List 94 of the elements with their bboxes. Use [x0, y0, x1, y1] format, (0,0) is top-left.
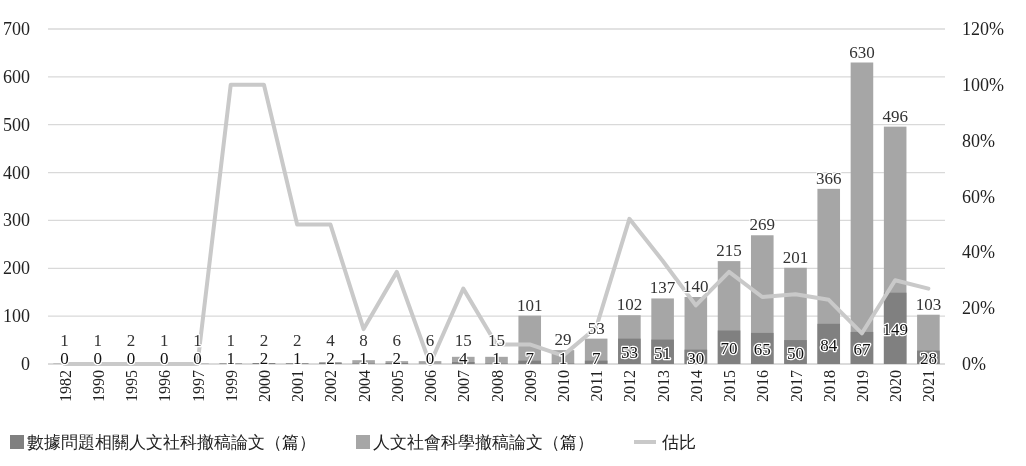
- data-label: 2: [259, 331, 269, 350]
- x-tick-label: 2011: [588, 370, 606, 402]
- x-tick-label: 2005: [388, 370, 406, 402]
- data-label: 1: [292, 349, 302, 368]
- data-label: 0: [160, 349, 169, 368]
- data-label: 103: [915, 294, 942, 314]
- x-tick-label: 2008: [488, 370, 506, 402]
- data-label: 50: [787, 344, 804, 364]
- y2-tick-label: 40%: [962, 242, 995, 263]
- data-label: 2: [259, 349, 269, 368]
- data-label: 1: [226, 349, 235, 368]
- legend-label: 估比: [661, 432, 696, 452]
- data-label: 7: [525, 349, 535, 368]
- data-label: 0: [60, 349, 69, 368]
- data-label: 215: [716, 241, 742, 261]
- data-label: 1: [558, 349, 568, 368]
- data-label: 53: [620, 343, 638, 363]
- x-tick-label: 2017: [787, 370, 805, 402]
- data-label: 2: [126, 331, 136, 350]
- data-label: 140: [683, 277, 709, 296]
- x-tick-label: 2020: [887, 370, 905, 402]
- data-label: 2: [326, 349, 335, 368]
- data-label: 15: [488, 331, 505, 350]
- x-tick-label: 2012: [621, 370, 639, 402]
- data-label: 6: [425, 331, 435, 350]
- data-label: 6: [392, 331, 402, 350]
- x-tick-label: 2019: [853, 370, 871, 402]
- y2-tick-label: 20%: [962, 298, 995, 319]
- x-tick-label: 1997: [189, 370, 207, 402]
- data-label: 2: [392, 349, 402, 368]
- y-tick-label: 500: [3, 114, 30, 135]
- x-tick-label: 2015: [721, 370, 739, 402]
- data-label: 29: [554, 330, 572, 350]
- data-label: 7: [591, 349, 601, 368]
- data-label: 2: [292, 331, 302, 350]
- y2-tick-label: 120%: [962, 19, 1004, 39]
- data-label: 15: [454, 331, 472, 350]
- data-label: 101: [516, 295, 543, 315]
- y2-tick-label: 80%: [962, 130, 995, 151]
- data-label: 0: [425, 349, 435, 368]
- x-tick-label: 2010: [554, 370, 572, 402]
- data-label: 1: [93, 331, 103, 350]
- y-tick-label: 100: [3, 306, 30, 327]
- data-label: 0: [93, 349, 103, 368]
- data-label: 630: [849, 42, 875, 62]
- y2-tick-label: 100%: [962, 74, 1004, 95]
- x-tick-label: 1995: [123, 370, 141, 402]
- data-label: 1: [359, 349, 368, 368]
- data-label: 1: [226, 331, 235, 350]
- data-label: 4: [326, 331, 336, 350]
- legend-label: 人文社會科學撤稿論文（篇）: [373, 432, 594, 452]
- data-label: 0: [126, 349, 136, 368]
- data-label: 28: [919, 349, 937, 368]
- x-tick-label: 1982: [56, 370, 74, 402]
- y2-tick-label: 0%: [962, 354, 986, 374]
- y-tick-label: 700: [3, 19, 30, 39]
- x-tick-label: 2018: [820, 370, 838, 402]
- y-tick-label: 200: [3, 258, 30, 279]
- x-tick-label: 1996: [156, 370, 174, 402]
- data-label: 0: [193, 349, 202, 368]
- legend-label: 數據問題相關人文社科撤稿論文（篇）: [27, 432, 316, 452]
- data-label: 269: [749, 215, 776, 235]
- y2-tick-label: 60%: [962, 186, 995, 207]
- x-tick-label: 2014: [687, 370, 705, 402]
- x-tick-label: 2004: [355, 370, 373, 402]
- x-tick-label: 2000: [255, 370, 273, 402]
- x-tick-label: 1999: [222, 370, 240, 402]
- data-label: 8: [359, 331, 368, 350]
- data-label: 366: [815, 168, 842, 188]
- x-tick-label: 2009: [521, 370, 539, 402]
- data-label: 70: [720, 339, 738, 359]
- y-tick-label: 300: [3, 210, 30, 231]
- x-tick-label: 1990: [89, 370, 107, 402]
- y-tick-label: 400: [3, 162, 30, 183]
- x-tick-label: 2001: [289, 370, 307, 402]
- y-tick-label: 600: [3, 66, 30, 87]
- y-tick-label: 0: [21, 354, 30, 374]
- data-label: 53: [587, 318, 605, 338]
- data-label: 1: [160, 331, 169, 350]
- x-tick-label: 2007: [455, 370, 473, 402]
- data-label: 67: [853, 339, 871, 359]
- x-tick-label: 2013: [654, 370, 672, 402]
- data-label: 1: [60, 331, 69, 350]
- x-tick-label: 2021: [920, 370, 938, 402]
- x-tick-label: 2006: [422, 370, 440, 402]
- x-tick-label: 2016: [754, 370, 772, 402]
- data-label: 1: [193, 331, 202, 350]
- data-label: 137: [649, 278, 676, 298]
- data-label: 84: [820, 335, 838, 355]
- data-label: 496: [882, 106, 908, 126]
- x-tick-label: 2002: [322, 370, 340, 402]
- data-label: 201: [782, 247, 809, 267]
- data-label: 102: [616, 295, 643, 315]
- data-label: 30: [687, 348, 705, 368]
